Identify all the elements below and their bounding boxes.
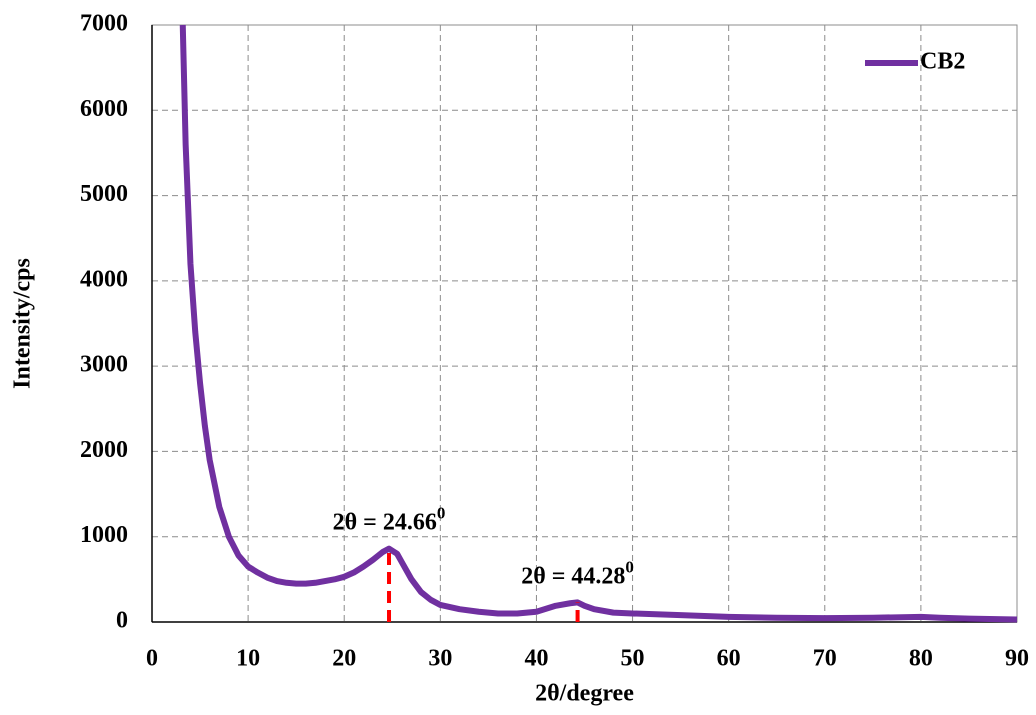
annotation: 2θ = 24.660 xyxy=(333,504,446,536)
x-tick-label: 10 xyxy=(236,646,260,672)
x-tick-label: 70 xyxy=(813,646,837,672)
y-tick-label: 2000 xyxy=(80,437,128,463)
annotation-superscript: 0 xyxy=(437,504,446,523)
x-tick-label: 50 xyxy=(621,646,645,672)
annotation-superscript: 0 xyxy=(625,557,634,576)
x-tick-label: 0 xyxy=(146,646,158,672)
annotation: 2θ = 44.280 xyxy=(521,557,634,589)
y-tick-label: 4000 xyxy=(80,266,128,292)
y-tick-label: 3000 xyxy=(80,352,128,378)
x-tick-label: 20 xyxy=(332,646,356,672)
plot-frame xyxy=(151,24,1018,623)
y-tick-label: 7000 xyxy=(80,11,128,37)
x-tick-label: 60 xyxy=(717,646,741,672)
annotation-text: 2θ = 24.66 xyxy=(333,509,437,535)
legend-label: CB2 xyxy=(920,49,965,75)
annotation-text: 2θ = 44.28 xyxy=(521,563,625,589)
y-tick-label: 0 xyxy=(116,608,128,634)
data-line xyxy=(179,24,1018,623)
y-tick-label: 5000 xyxy=(80,181,128,207)
y-tick-label: 1000 xyxy=(80,522,128,548)
y-tick-label: 6000 xyxy=(80,96,128,122)
x-tick-label: 40 xyxy=(524,646,548,672)
x-axis-title: 2θ/degree xyxy=(535,681,634,707)
x-tick-label: 30 xyxy=(428,646,452,672)
x-tick-label: 90 xyxy=(1005,646,1029,672)
x-tick-label: 80 xyxy=(909,646,933,672)
y-axis-title: Intensity/cps xyxy=(10,258,36,389)
